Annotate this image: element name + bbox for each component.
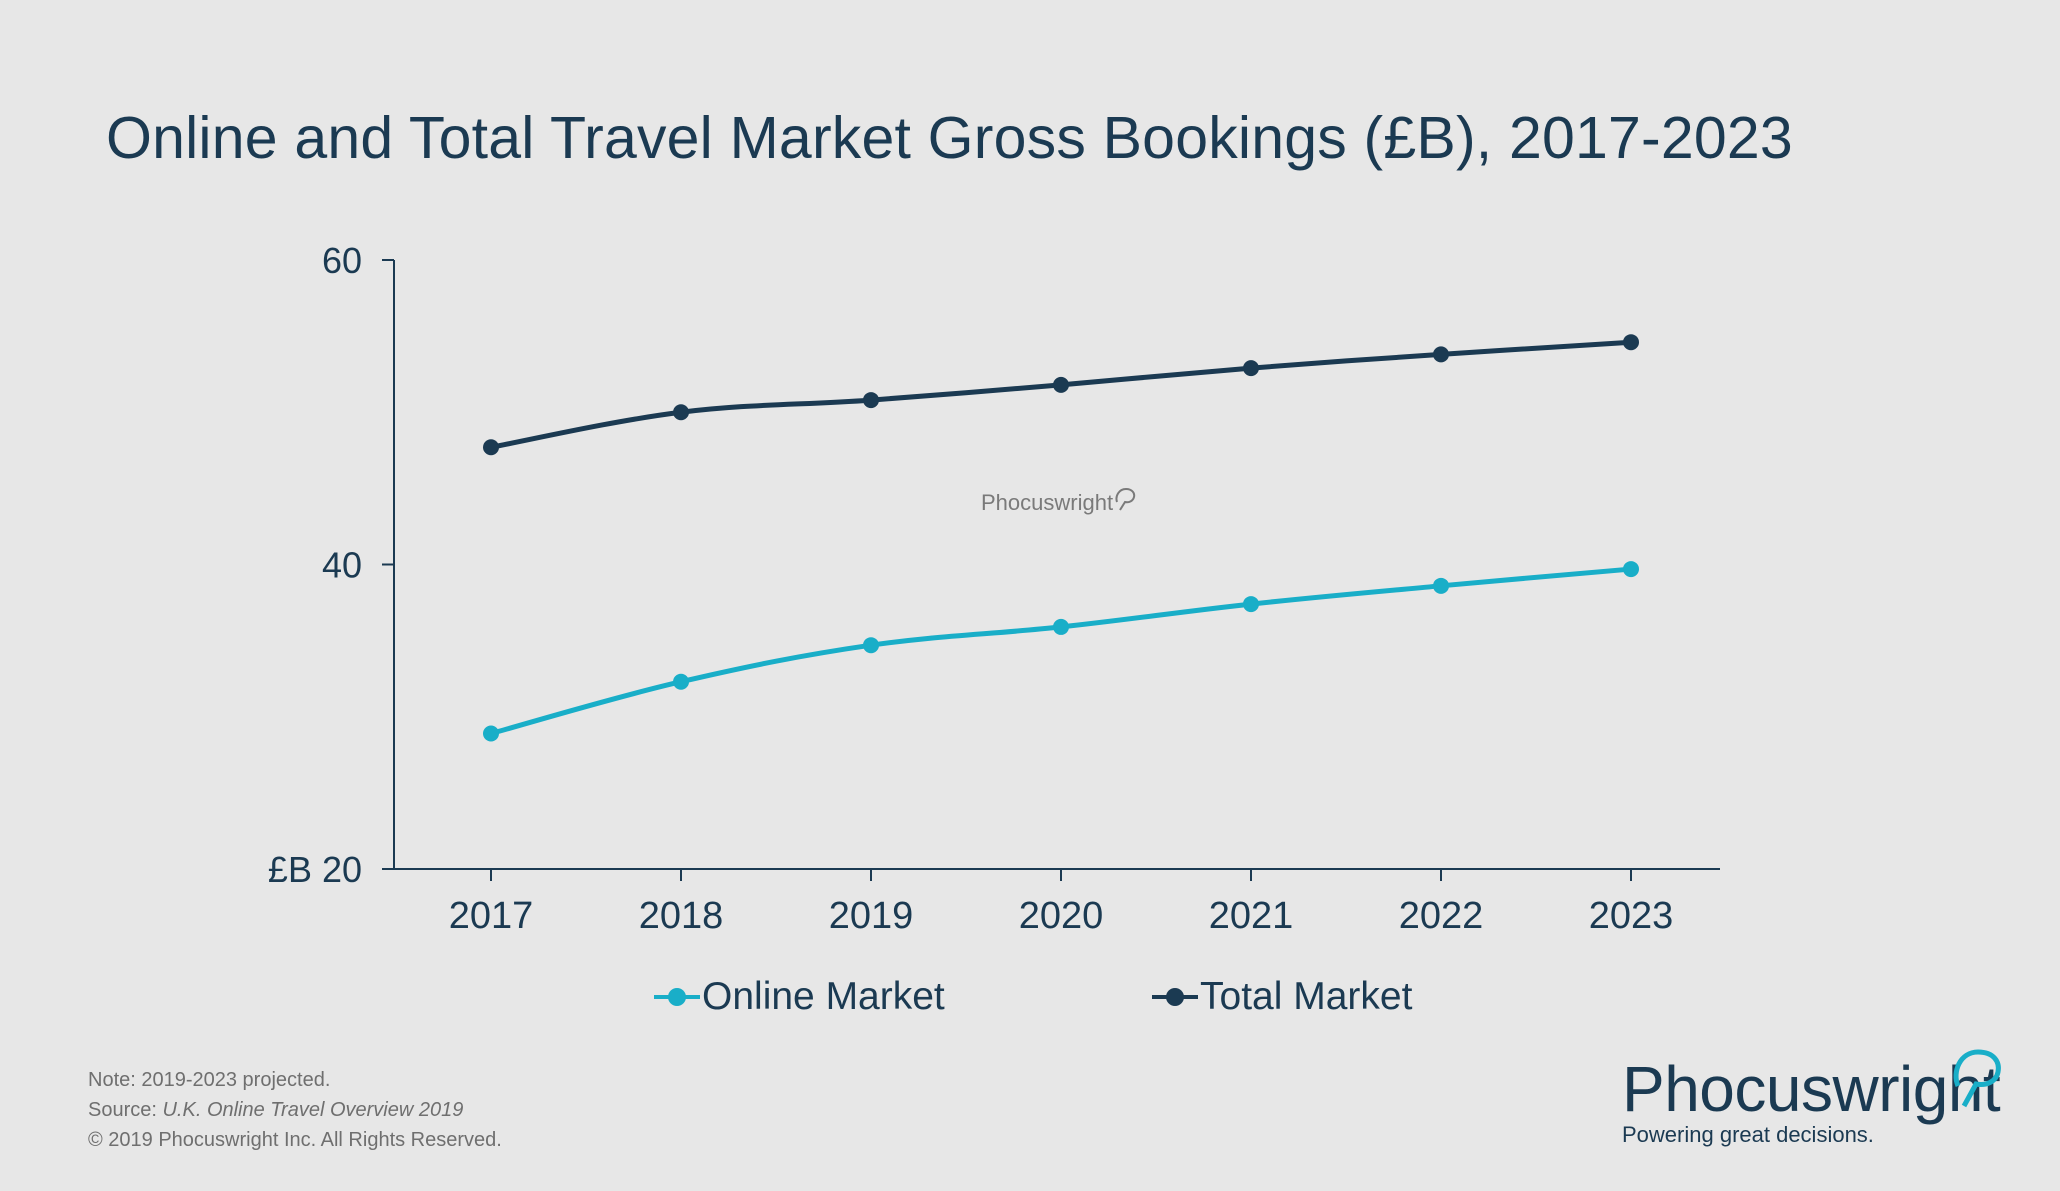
legend: Online Market Total Market [0,975,2060,1035]
point-online-2022 [1433,577,1449,594]
legend-dot-total [1166,988,1184,1006]
y-ticks: £B 20 40 60 [268,240,394,890]
logo-bubble-icon [1953,1049,2001,1108]
x-tick-label: 2019 [829,895,914,937]
point-online-2020 [1053,618,1069,635]
legend-item-online: Online Market [654,975,945,1019]
watermark-text: Phocuswright [981,490,1114,515]
x-tick-label: 2021 [1209,895,1294,937]
y-tick-label: 60 [322,240,362,281]
point-online-2017 [483,725,499,742]
x-tick-label: 2022 [1399,895,1484,937]
x-ticks: 2017 2018 2019 2020 2021 2022 2023 [449,869,1674,937]
logo-name: Phocuswright [1622,1053,2001,1125]
x-tick-label: 2023 [1589,895,1674,937]
point-total-2020 [1053,376,1069,393]
legend-swatch-online [654,987,700,1007]
legend-swatch-total [1152,987,1198,1007]
point-online-2023 [1623,561,1639,578]
chart: £B 20 40 60 2017 2018 2019 2020 2021 2022 2023 [268,240,1720,937]
phocuswright-logo: Phocuswright Powering great decisions. [1622,1049,2001,1148]
logo-tagline: Powering great decisions. [1622,1122,1874,1147]
x-tick-label: 2017 [449,895,534,937]
point-total-2019 [863,392,879,409]
point-total-2021 [1243,360,1259,377]
point-online-2018 [673,673,689,690]
legend-item-total: Total Market [1152,975,1412,1019]
y-tick-label: 40 [322,545,362,586]
series-line-total [490,339,1632,450]
point-online-2019 [863,637,879,654]
chart-title: Online and Total Travel Market Gross Boo… [106,105,1793,171]
point-total-2018 [673,404,689,421]
footnote-copyright: © 2019 Phocuswright Inc. All Rights Rese… [88,1129,502,1151]
x-tick-label: 2018 [639,895,724,937]
point-total-2017 [483,439,499,456]
watermark-bubble-icon [1115,487,1136,511]
watermark: Phocuswright [981,487,1136,516]
legend-label-online: Online Market [702,975,945,1018]
series [483,334,1639,742]
point-total-2022 [1433,346,1449,363]
footnotes: Note: 2019-2023 projected. Source: U.K. … [88,1065,502,1155]
footnote-source: Source: U.K. Online Travel Overview 2019 [88,1095,502,1125]
footnote-source-title: U.K. Online Travel Overview 2019 [162,1099,464,1121]
x-tick-label: 2020 [1019,895,1104,937]
footnote-source-prefix: Source: [88,1099,163,1121]
point-total-2023 [1623,334,1639,351]
point-online-2021 [1243,596,1259,613]
footnote-note: Note: 2019-2023 projected. [88,1069,331,1091]
legend-dot-online [668,988,686,1006]
y-tick-label: £B 20 [268,849,362,890]
legend-label-total: Total Market [1200,975,1413,1018]
series-line-online [490,566,1632,736]
